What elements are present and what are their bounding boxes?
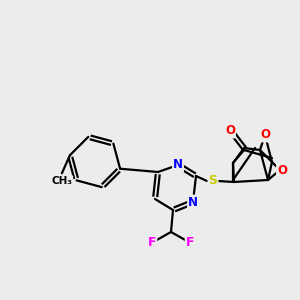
Text: O: O [225,124,235,137]
Text: CH₃: CH₃ [51,176,72,186]
Text: N: N [173,158,183,172]
Text: S: S [208,175,217,188]
Text: F: F [186,236,194,250]
Text: F: F [148,236,156,250]
Text: O: O [277,164,287,176]
Text: O: O [260,128,270,142]
Text: N: N [188,196,198,208]
